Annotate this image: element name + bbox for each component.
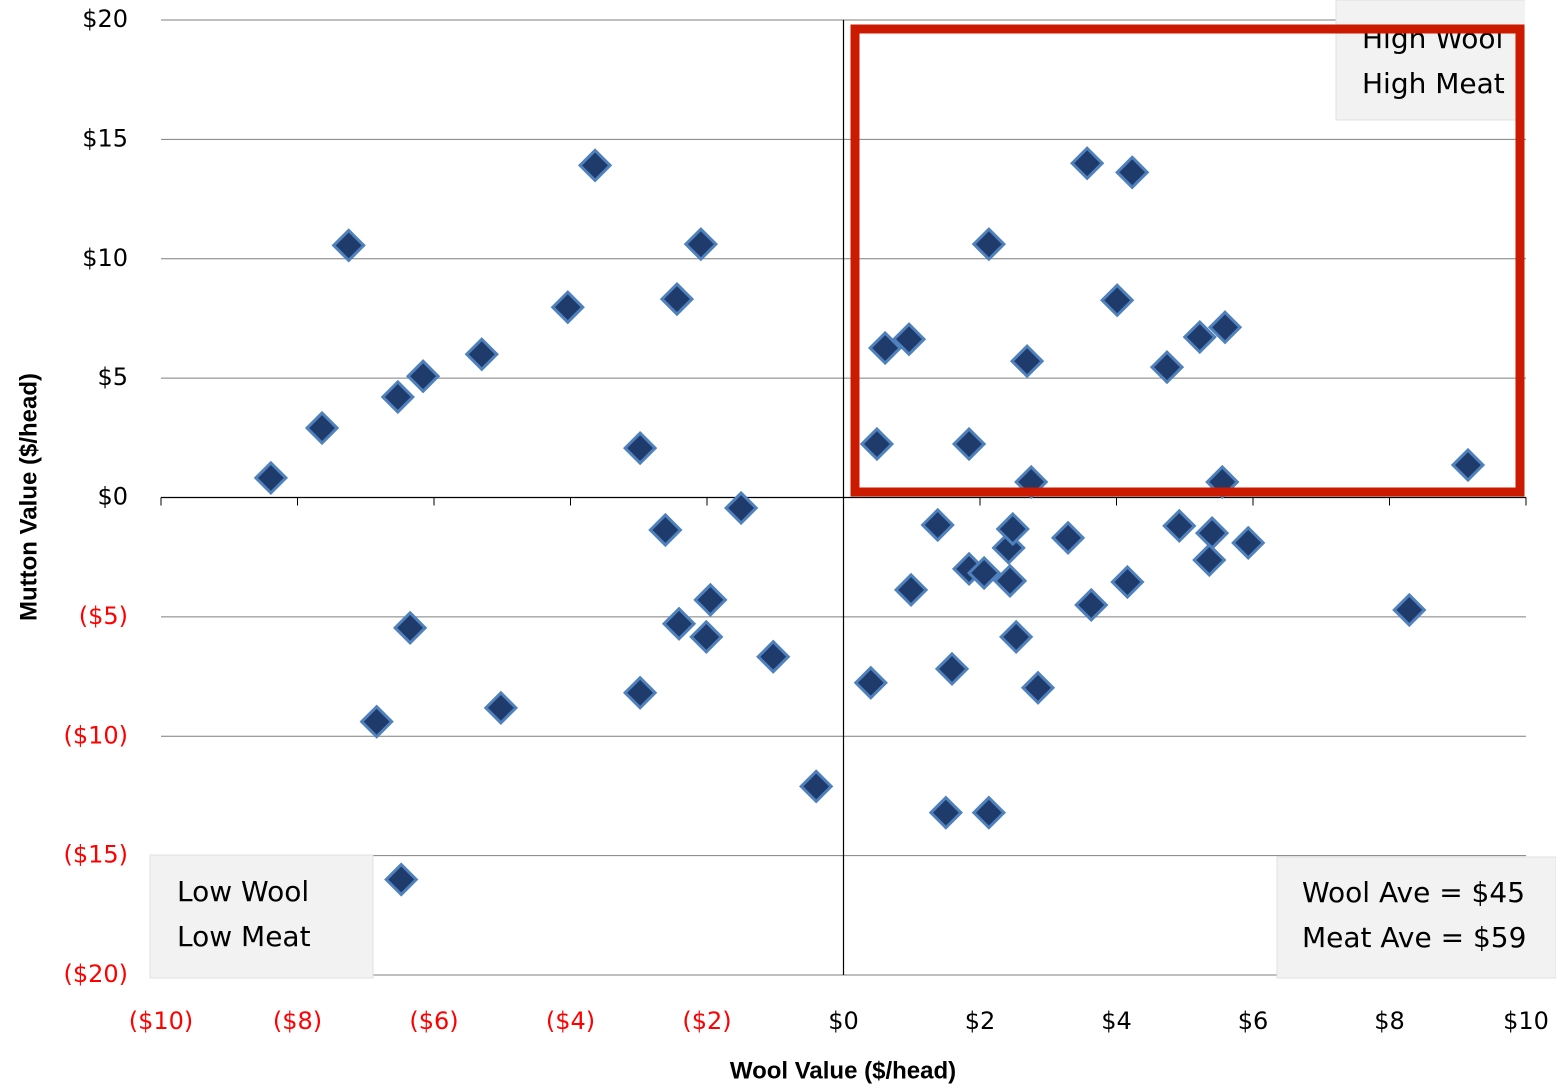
- data-point: [934, 651, 970, 687]
- x-axis-title: Wool Value ($/head): [730, 1057, 956, 1084]
- data-point: [1115, 155, 1150, 190]
- y-tick-label: ($15): [63, 841, 128, 869]
- x-tick-label: ($10): [129, 1007, 194, 1035]
- data-point: [868, 330, 903, 366]
- data-point: [622, 430, 658, 466]
- data-point: [951, 426, 987, 462]
- data-point: [659, 281, 695, 317]
- data-point: [1020, 670, 1056, 705]
- data-point: [1070, 146, 1105, 181]
- annotation-text: Meat Ave = $59: [1302, 921, 1526, 954]
- data-point: [995, 511, 1030, 547]
- data-point: [1009, 344, 1045, 379]
- data-point: [891, 322, 927, 357]
- annotation-text: High Meat: [1362, 67, 1505, 100]
- data-point: [971, 795, 1006, 830]
- data-point: [483, 690, 519, 725]
- x-tick-label: $2: [965, 1007, 996, 1035]
- data-point: [1149, 350, 1185, 385]
- data-point: [1192, 542, 1227, 578]
- clip-cover: [1525, 0, 1556, 125]
- annotation-text: Low Meat: [177, 920, 311, 953]
- x-tick-label: ($4): [546, 1007, 595, 1035]
- data-point: [859, 426, 895, 462]
- y-tick-label: $10: [82, 244, 128, 272]
- data-point: [1182, 319, 1217, 355]
- data-point: [464, 337, 499, 372]
- y-tick-label: ($20): [63, 960, 128, 988]
- data-point: [1100, 283, 1135, 318]
- data-point: [853, 665, 888, 700]
- data-point: [966, 555, 1002, 591]
- y-axis-title: Mutton Value ($/head): [15, 373, 42, 621]
- y-tick-label: ($10): [63, 721, 128, 749]
- x-tick-label: ($2): [682, 1007, 731, 1035]
- data-point: [1162, 508, 1197, 544]
- data-point: [999, 619, 1034, 655]
- data-point: [622, 675, 658, 710]
- data-point: [405, 359, 441, 394]
- x-tick-label: $6: [1238, 1007, 1269, 1035]
- data-point: [689, 619, 724, 655]
- y-tick-label: $0: [97, 483, 128, 511]
- data-point: [331, 228, 366, 263]
- data-point: [1450, 447, 1486, 483]
- data-point: [550, 290, 585, 325]
- data-point: [971, 227, 1006, 262]
- annotation-box: [149, 854, 374, 979]
- data-point: [359, 704, 394, 739]
- data-point: [648, 512, 683, 548]
- x-tick-label: ($6): [409, 1007, 458, 1035]
- data-point: [661, 606, 697, 641]
- highlight-frame: [850, 24, 1525, 497]
- y-tick-label: $15: [82, 124, 128, 152]
- data-point: [1194, 515, 1230, 551]
- data-point: [724, 490, 759, 526]
- data-point: [304, 410, 340, 446]
- data-point: [253, 460, 289, 496]
- data-point: [1392, 592, 1427, 628]
- data-point: [384, 862, 419, 897]
- y-tick-label: ($5): [79, 602, 128, 630]
- data-point: [893, 572, 929, 608]
- data-point: [392, 610, 428, 645]
- data-point: [928, 795, 963, 830]
- annotation-text: Wool Ave = $45: [1302, 876, 1525, 909]
- data-point: [1050, 520, 1086, 555]
- annotation-box: [1276, 856, 1556, 979]
- data-point: [1074, 587, 1109, 623]
- x-tick-label: $8: [1374, 1007, 1405, 1035]
- data-point: [693, 582, 728, 618]
- x-tick-label: $10: [1503, 1007, 1549, 1035]
- x-tick-label: $0: [828, 1007, 859, 1035]
- data-point: [1110, 564, 1145, 600]
- x-tick-label: ($8): [273, 1007, 322, 1035]
- data-point: [1207, 310, 1243, 345]
- data-point: [756, 639, 791, 674]
- data-point: [577, 148, 613, 183]
- data-point: [683, 227, 718, 262]
- data-point: [380, 379, 415, 415]
- y-tick-label: $5: [97, 363, 128, 391]
- annotation-text: Low Wool: [177, 875, 309, 908]
- data-point: [992, 563, 1028, 598]
- data-point: [799, 769, 834, 804]
- data-point: [920, 507, 955, 543]
- x-tick-label: $4: [1101, 1007, 1132, 1035]
- y-tick-label: $20: [82, 5, 128, 33]
- data-point: [1231, 525, 1266, 560]
